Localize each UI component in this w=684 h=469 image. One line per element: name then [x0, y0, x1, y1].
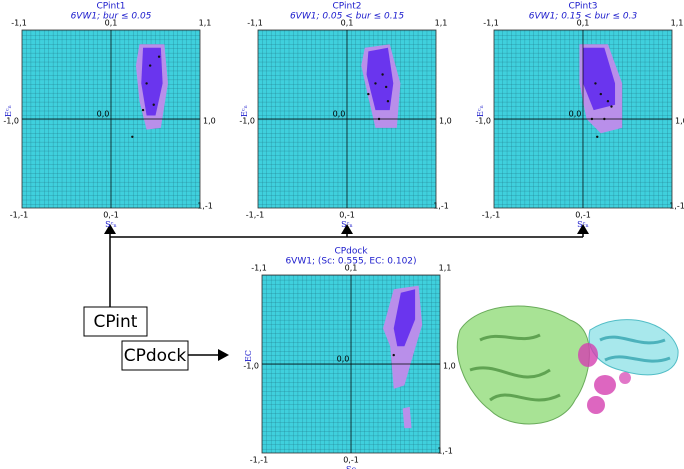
point — [141, 108, 145, 112]
protein-image — [456, 305, 679, 425]
corner-label: 1,0 — [203, 117, 216, 126]
region-dark — [393, 289, 416, 347]
point — [152, 103, 155, 106]
title: CPint3 — [569, 2, 598, 12]
subtitle: 6VW1; bur ≤ 0.05 — [71, 12, 152, 22]
point — [594, 82, 597, 85]
corner-label: 1,0 — [675, 117, 684, 126]
point — [148, 64, 152, 67]
corner-label: -1,0 — [243, 362, 259, 371]
corner-label: -1,-1 — [482, 211, 501, 220]
point — [606, 100, 610, 103]
corner-label: -1,-1 — [250, 456, 269, 465]
corner-label: 1,-1 — [437, 447, 453, 456]
corner-label: 1,-1 — [197, 202, 213, 211]
y-axis-label: Eᶜₙ — [476, 104, 485, 117]
x-axis-label: Sᶜₙ — [105, 220, 117, 229]
region-light — [402, 406, 412, 429]
x-axis-label: Sc — [346, 465, 356, 469]
y-axis-label: Eᶜₙ — [240, 104, 249, 117]
point — [367, 92, 370, 96]
point — [145, 82, 148, 85]
corner-label: 1,1 — [439, 264, 452, 273]
corner-label: 1,-1 — [669, 202, 684, 211]
corner-label: 1,1 — [671, 19, 684, 28]
corner-label: -1,1 — [483, 19, 499, 28]
subtitle: 6VW1; (Sc: 0.555, EC: 0.102) — [285, 257, 416, 267]
corner-label: -1,1 — [251, 264, 267, 273]
point — [596, 135, 599, 138]
point — [157, 55, 161, 58]
point — [386, 100, 390, 103]
subtitle: 6VW1; 0.15 < bur ≤ 0.3 — [529, 12, 638, 22]
connectors — [104, 224, 589, 361]
corner-label: 0,0 — [569, 110, 582, 119]
corner-label: 0,-1 — [339, 211, 355, 220]
corner-label: 0,1 — [105, 19, 118, 28]
corner-label: -1,0 — [475, 117, 491, 126]
region-dark — [583, 47, 616, 111]
subtitle: 6VW1; 0.05 < bur ≤ 0.15 — [290, 12, 404, 22]
point — [374, 82, 377, 85]
corner-label: -1,1 — [11, 19, 27, 28]
corner-label: 0,-1 — [343, 456, 359, 465]
corner-label: 1,0 — [439, 117, 452, 126]
x-axis-label: Sᶜₙ — [577, 220, 589, 229]
region-dark — [141, 47, 163, 116]
x-axis-label: Sᶜₙ — [341, 220, 353, 229]
point — [381, 73, 384, 76]
corner-label: 1,1 — [199, 19, 212, 28]
region-dark — [366, 47, 394, 111]
corner-label: -1,0 — [3, 117, 19, 126]
corner-label: 0,-1 — [575, 211, 591, 220]
corner-label: 0,0 — [333, 110, 346, 119]
point — [392, 353, 395, 357]
corner-label: -1,-1 — [10, 211, 29, 220]
corner-label: -1,1 — [247, 19, 263, 28]
corner-label: 1,0 — [443, 362, 456, 371]
corner-label: 0,1 — [345, 264, 358, 273]
corner-label: 0,1 — [577, 19, 590, 28]
corner-label: 0,0 — [97, 110, 110, 119]
corner-label: 1,-1 — [433, 202, 449, 211]
corner-label: 0,1 — [341, 19, 354, 28]
corner-label: 0,-1 — [103, 211, 119, 220]
title: CPint2 — [333, 2, 362, 12]
corner-label: 1,1 — [435, 19, 448, 28]
corner-label: -1,0 — [239, 117, 255, 126]
point — [384, 85, 388, 89]
title: CPint1 — [97, 2, 126, 12]
box-label: CPdock — [124, 346, 187, 366]
corner-label: -1,-1 — [246, 211, 265, 220]
point — [131, 135, 134, 138]
box-label: CPint — [94, 312, 138, 332]
title: CPdock — [334, 247, 368, 257]
cpdock-box — [121, 340, 189, 371]
cpint-box — [83, 306, 148, 337]
point — [599, 92, 602, 96]
point — [610, 105, 613, 108]
y-axis-label: EC — [244, 350, 253, 362]
corner-label: 0,0 — [337, 355, 350, 364]
y-axis-label: Eᶜₙ — [4, 104, 13, 117]
